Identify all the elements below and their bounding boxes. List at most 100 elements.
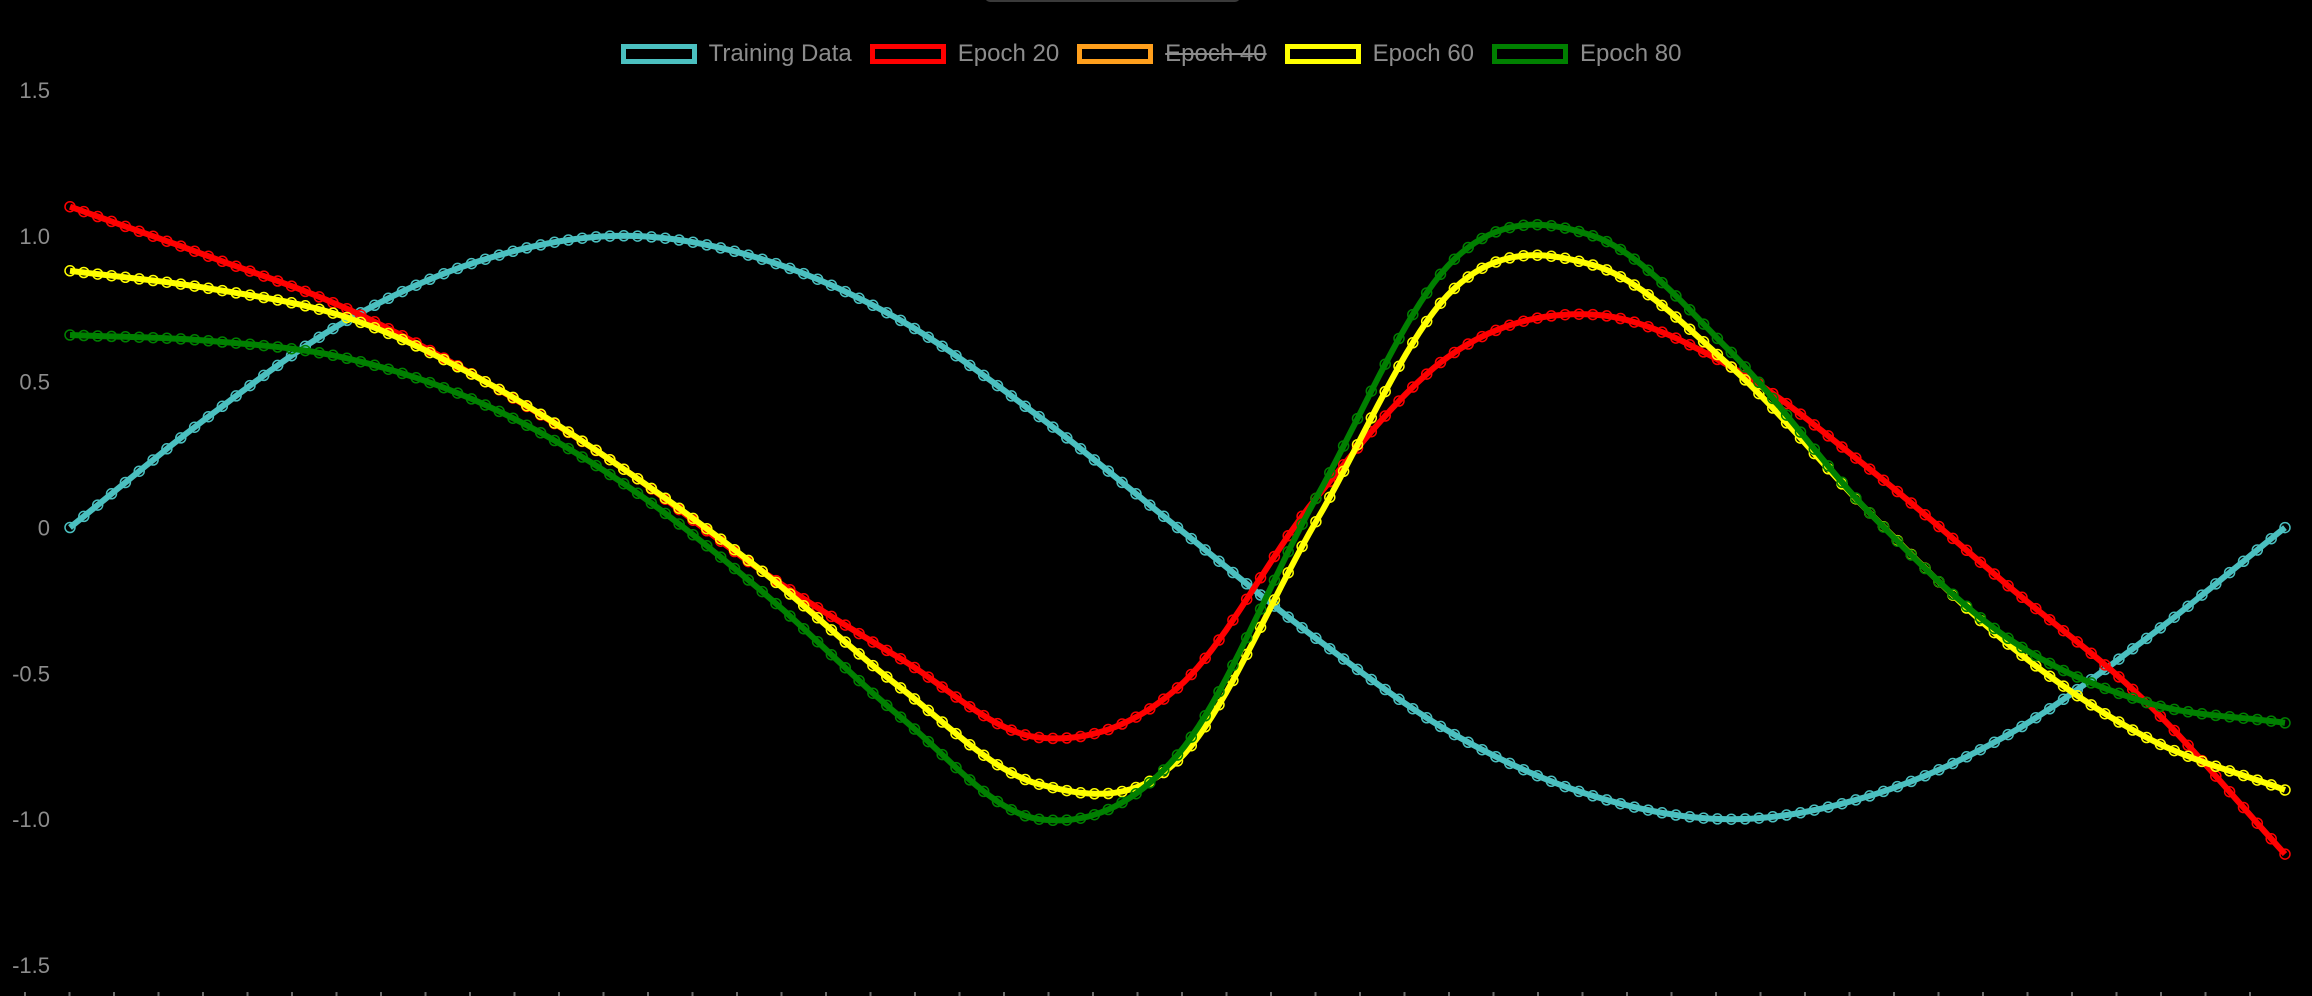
data-point[interactable] xyxy=(1047,781,1059,794)
data-point[interactable] xyxy=(2210,760,2222,773)
data-point[interactable] xyxy=(2237,712,2250,724)
data-point[interactable] xyxy=(78,329,90,342)
data-point[interactable] xyxy=(2016,641,2028,654)
data-point[interactable] xyxy=(1614,797,1627,810)
data-point[interactable] xyxy=(839,285,852,298)
data-point[interactable] xyxy=(2196,589,2208,601)
data-point[interactable] xyxy=(881,306,893,319)
data-point[interactable] xyxy=(396,333,409,346)
data-point[interactable] xyxy=(1351,412,1364,425)
data-point[interactable] xyxy=(590,231,602,243)
data-point[interactable] xyxy=(1130,488,1142,500)
data-point[interactable] xyxy=(1337,653,1350,665)
data-point[interactable] xyxy=(1379,358,1391,370)
data-point[interactable] xyxy=(161,443,173,455)
data-point[interactable] xyxy=(341,352,353,365)
data-point[interactable] xyxy=(91,268,104,280)
data-point[interactable] xyxy=(1628,316,1641,328)
data-point[interactable] xyxy=(2057,693,2070,706)
data-point[interactable] xyxy=(1919,770,1931,782)
data-point[interactable] xyxy=(1005,803,1018,816)
data-point[interactable] xyxy=(1877,474,1890,486)
data-point[interactable] xyxy=(714,551,727,563)
data-point[interactable] xyxy=(2168,703,2181,716)
data-point[interactable] xyxy=(825,648,838,661)
data-point[interactable] xyxy=(1227,659,1239,672)
data-point[interactable] xyxy=(396,285,409,298)
data-point[interactable] xyxy=(687,512,699,525)
data-point[interactable] xyxy=(1434,297,1447,309)
data-point[interactable] xyxy=(147,454,159,466)
data-point[interactable] xyxy=(1088,454,1101,466)
data-point[interactable] xyxy=(2099,707,2111,720)
data-point[interactable] xyxy=(147,331,159,344)
data-point[interactable] xyxy=(64,329,76,341)
data-point[interactable] xyxy=(341,302,353,315)
data-point[interactable] xyxy=(853,292,865,305)
data-point[interactable] xyxy=(493,405,505,418)
data-point[interactable] xyxy=(1047,732,1059,745)
data-point[interactable] xyxy=(258,339,270,352)
data-point[interactable] xyxy=(1600,310,1613,322)
data-point[interactable] xyxy=(368,359,381,372)
data-point[interactable] xyxy=(64,265,76,277)
data-point[interactable] xyxy=(1891,535,1904,547)
data-point[interactable] xyxy=(1960,751,1973,763)
data-point[interactable] xyxy=(1351,663,1364,676)
data-point[interactable] xyxy=(1711,348,1724,361)
data-point[interactable] xyxy=(410,340,422,352)
data-point[interactable] xyxy=(1379,683,1391,696)
data-point[interactable] xyxy=(1310,632,1322,645)
data-point[interactable] xyxy=(1130,787,1142,800)
data-point[interactable] xyxy=(1711,813,1724,825)
data-point[interactable] xyxy=(1448,728,1461,741)
data-point[interactable] xyxy=(562,442,575,455)
data-point[interactable] xyxy=(2251,774,2264,786)
data-point[interactable] xyxy=(1656,276,1668,289)
data-point[interactable] xyxy=(1863,507,1876,519)
data-point[interactable] xyxy=(1863,790,1876,802)
data-point[interactable] xyxy=(2099,659,2111,671)
data-point[interactable] xyxy=(1116,718,1128,730)
data-point[interactable] xyxy=(1725,361,1738,373)
data-point[interactable] xyxy=(451,361,464,373)
data-point[interactable] xyxy=(756,253,768,265)
data-point[interactable] xyxy=(1531,312,1544,324)
data-point[interactable] xyxy=(1019,729,1031,741)
data-point[interactable] xyxy=(2113,687,2125,700)
data-point[interactable] xyxy=(1517,219,1530,232)
data-point[interactable] xyxy=(1379,410,1391,422)
data-point[interactable] xyxy=(1144,499,1156,511)
data-point[interactable] xyxy=(867,687,879,699)
data-point[interactable] xyxy=(2154,700,2167,713)
data-point[interactable] xyxy=(2085,699,2097,711)
data-point[interactable] xyxy=(175,240,187,252)
data-point[interactable] xyxy=(1919,508,1931,521)
data-point[interactable] xyxy=(2265,779,2277,791)
data-point[interactable] xyxy=(354,355,367,368)
data-point[interactable] xyxy=(1088,808,1101,821)
data-point[interactable] xyxy=(105,215,118,228)
data-point[interactable] xyxy=(548,434,561,447)
data-point[interactable] xyxy=(1559,780,1571,793)
data-point[interactable] xyxy=(2085,647,2097,660)
data-point[interactable] xyxy=(2140,696,2153,709)
data-point[interactable] xyxy=(368,299,381,312)
data-point[interactable] xyxy=(271,341,284,353)
data-point[interactable] xyxy=(493,249,505,261)
data-point[interactable] xyxy=(1088,788,1101,800)
data-point[interactable] xyxy=(1185,668,1198,681)
data-point[interactable] xyxy=(1282,611,1294,623)
data-point[interactable] xyxy=(1850,452,1862,464)
data-point[interactable] xyxy=(1268,594,1281,606)
data-point[interactable] xyxy=(1310,492,1322,505)
data-point[interactable] xyxy=(1144,777,1156,789)
data-point[interactable] xyxy=(410,279,422,291)
data-point[interactable] xyxy=(825,610,838,623)
data-point[interactable] xyxy=(728,562,741,575)
data-point[interactable] xyxy=(1088,727,1101,740)
data-point[interactable] xyxy=(714,242,727,254)
data-point[interactable] xyxy=(1005,724,1018,736)
data-point[interactable] xyxy=(521,242,533,254)
data-point[interactable] xyxy=(438,353,450,366)
